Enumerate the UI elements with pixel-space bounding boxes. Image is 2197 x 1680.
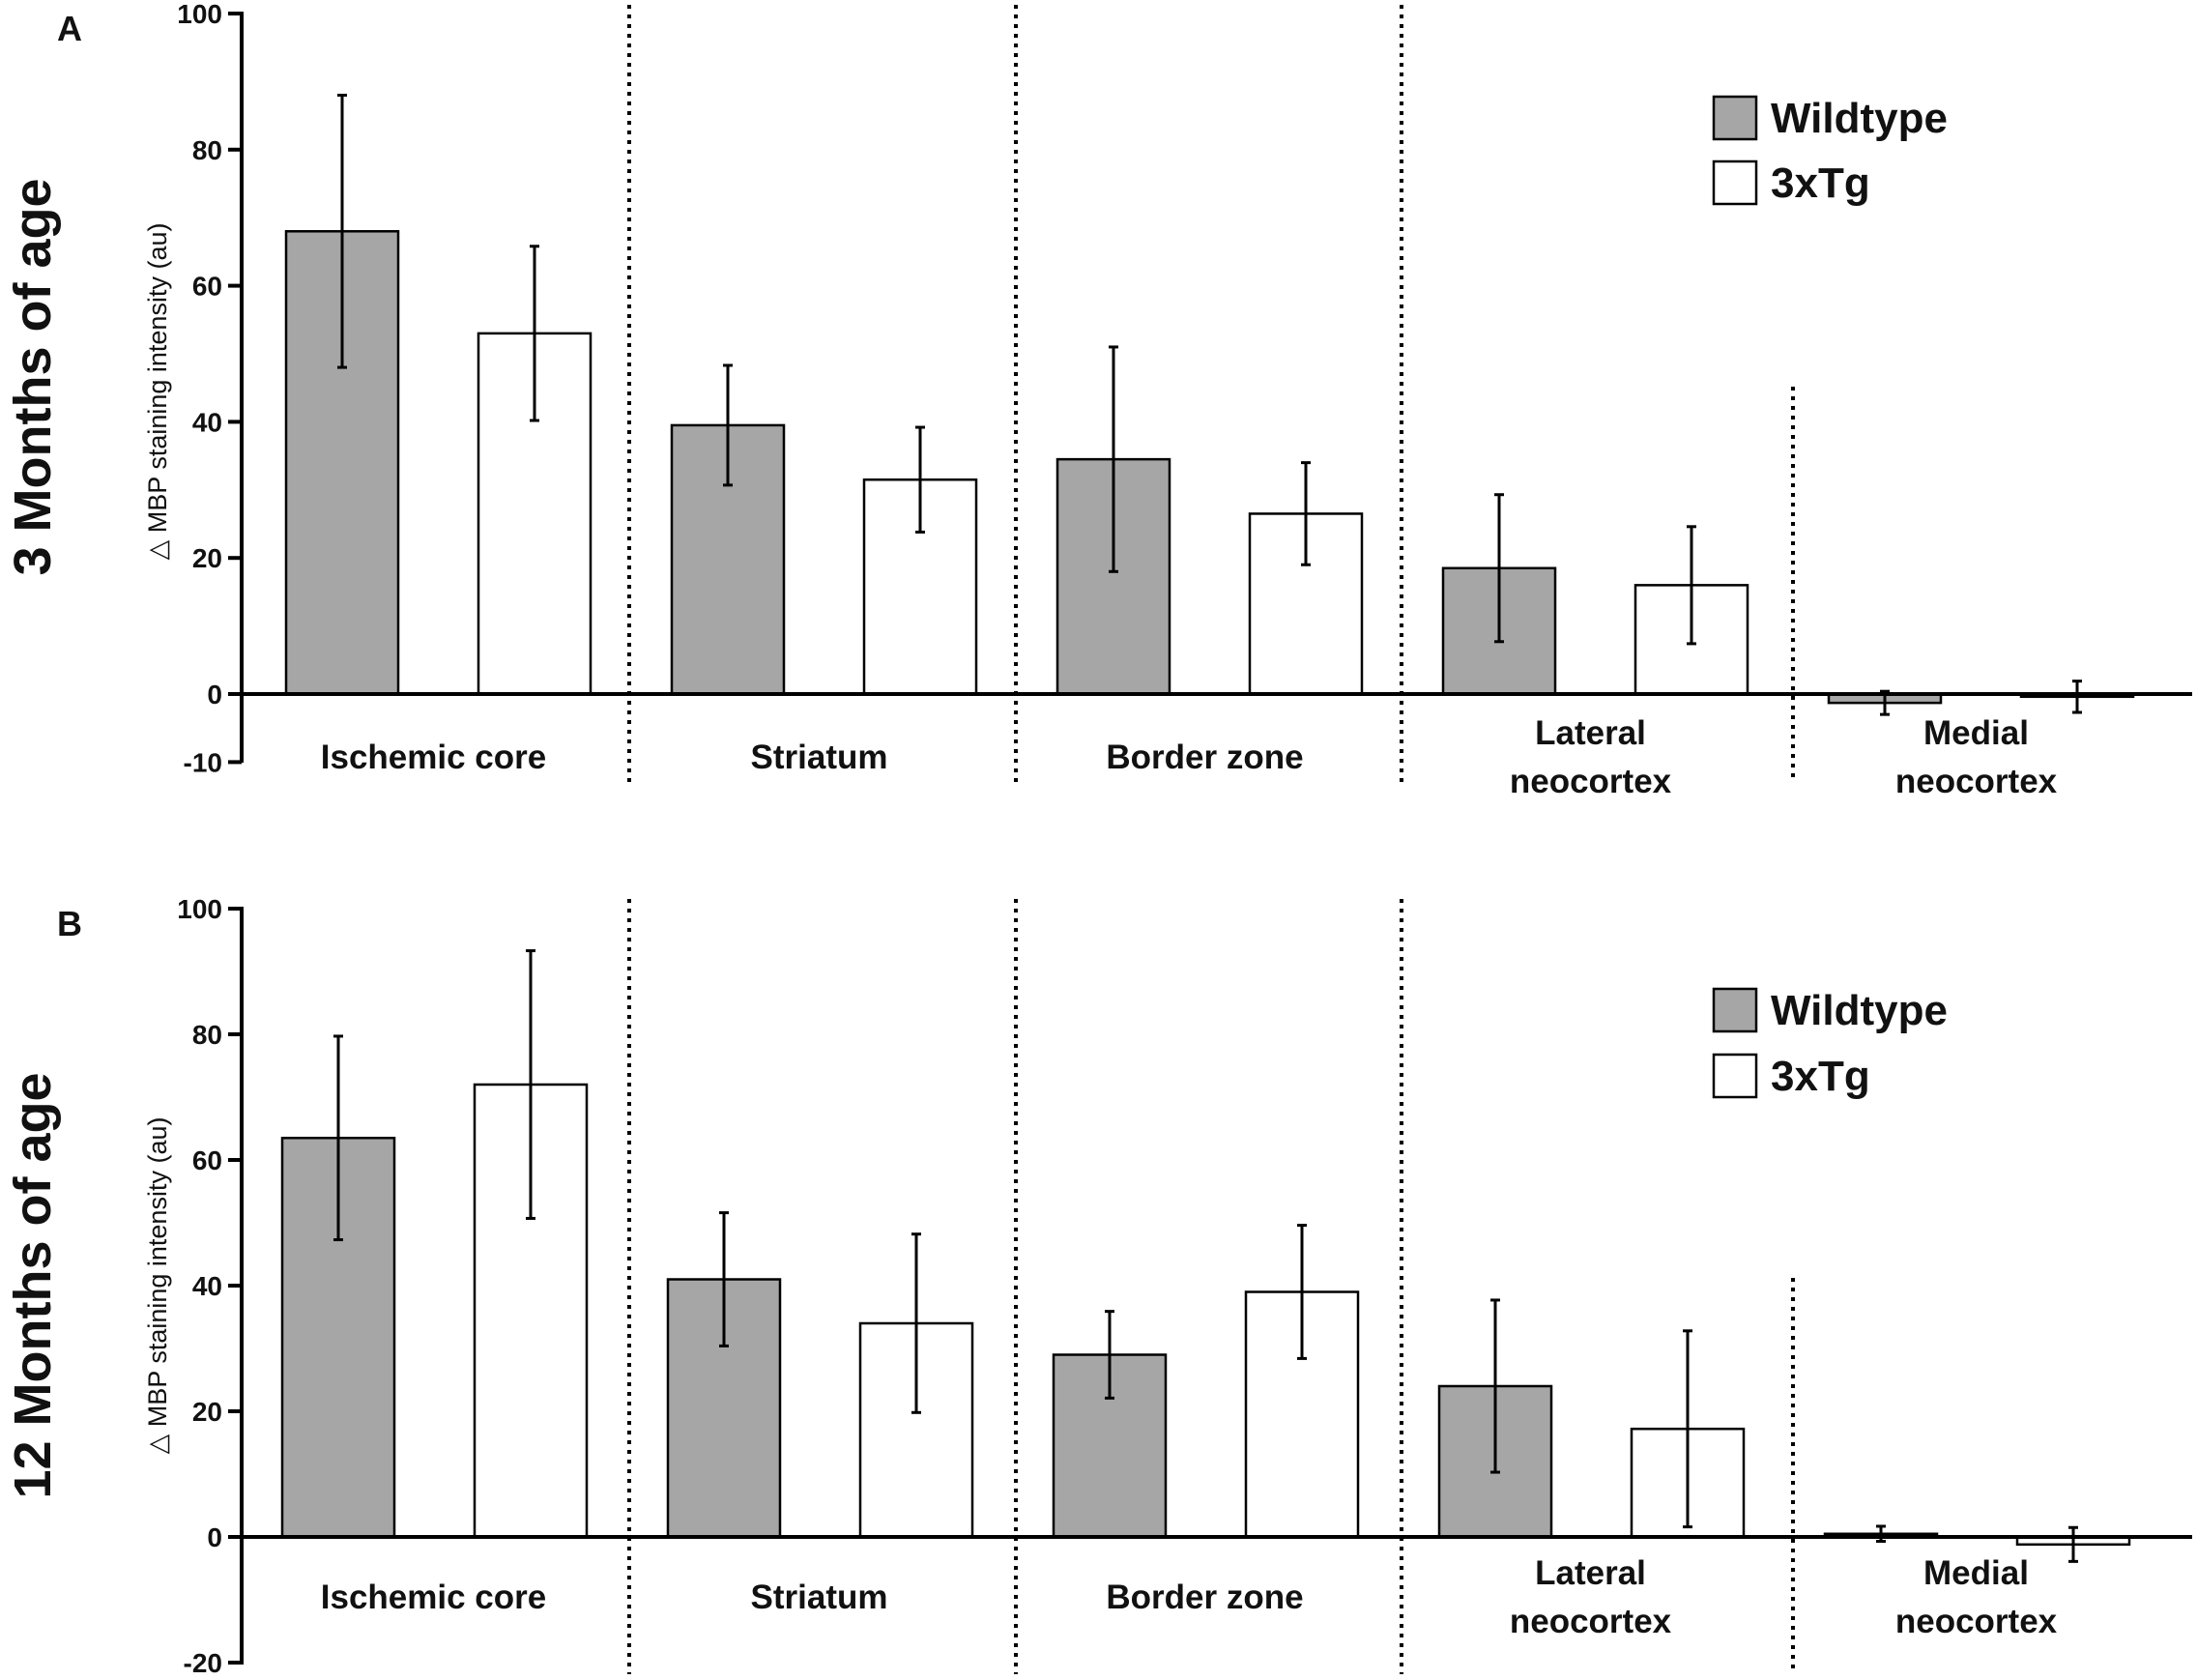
category-label: neocortex [1510,1603,1672,1640]
y-tick-label: 100 [177,894,222,924]
category-label: Lateral [1535,714,1646,752]
y-tick-label: 40 [192,407,222,437]
category-label: Border zone [1106,739,1303,776]
category-label: neocortex [1895,1603,2058,1640]
y-axis-label: △ MBP staining intensity (au) [143,1117,172,1455]
legend-swatch-3xtg [1712,159,1758,206]
category-label: Medial [1923,1554,2029,1592]
legend-label-wildtype: Wildtype [1771,95,1948,142]
category-label: Striatum [751,1579,888,1616]
y-tick-label: 0 [207,1522,222,1552]
legend-label-3xtg: 3xTg [1771,159,1870,207]
y-tick-label: -20 [184,1648,222,1678]
category-label: neocortex [1895,763,2058,800]
y-tick-label: 40 [192,1271,222,1301]
y-tick-label: 0 [207,680,222,710]
y-tick-label: -10 [184,747,222,777]
panel-title: 3 Months of age [4,178,62,575]
category-label: Medial [1923,714,2029,752]
category-label: Ischemic core [321,1579,546,1616]
legend-swatch-wildtype [1712,987,1758,1033]
category-label: Lateral [1535,1554,1646,1592]
y-tick-label: 80 [192,1020,222,1050]
panel-letter: B [57,904,82,943]
y-tick-label: 20 [192,1397,222,1427]
category-label: Striatum [751,739,888,776]
panel-letter: A [57,9,82,48]
y-tick-label: 60 [192,272,222,302]
category-label: neocortex [1510,763,1672,800]
legend-label-wildtype: Wildtype [1771,987,1948,1034]
category-label: Border zone [1106,1579,1303,1616]
category-label: Ischemic core [321,739,546,776]
y-axis-label: △ MBP staining intensity (au) [143,223,172,561]
y-tick-label: 20 [192,543,222,573]
y-tick-label: 80 [192,135,222,165]
panel-a: A 3 Months of age △ MBP staining intensity… [4,0,2192,800]
panel-title: 12 Months of age [4,1072,62,1498]
y-tick-label: 60 [192,1145,222,1175]
y-tick-label: 100 [177,0,222,29]
panel-b: B 12 Months of age △ MBP staining intensit… [4,894,2192,1678]
legend-label-3xtg: 3xTg [1771,1053,1870,1100]
legend-swatch-3xtg [1712,1053,1758,1099]
legend-swatch-wildtype [1712,95,1758,141]
